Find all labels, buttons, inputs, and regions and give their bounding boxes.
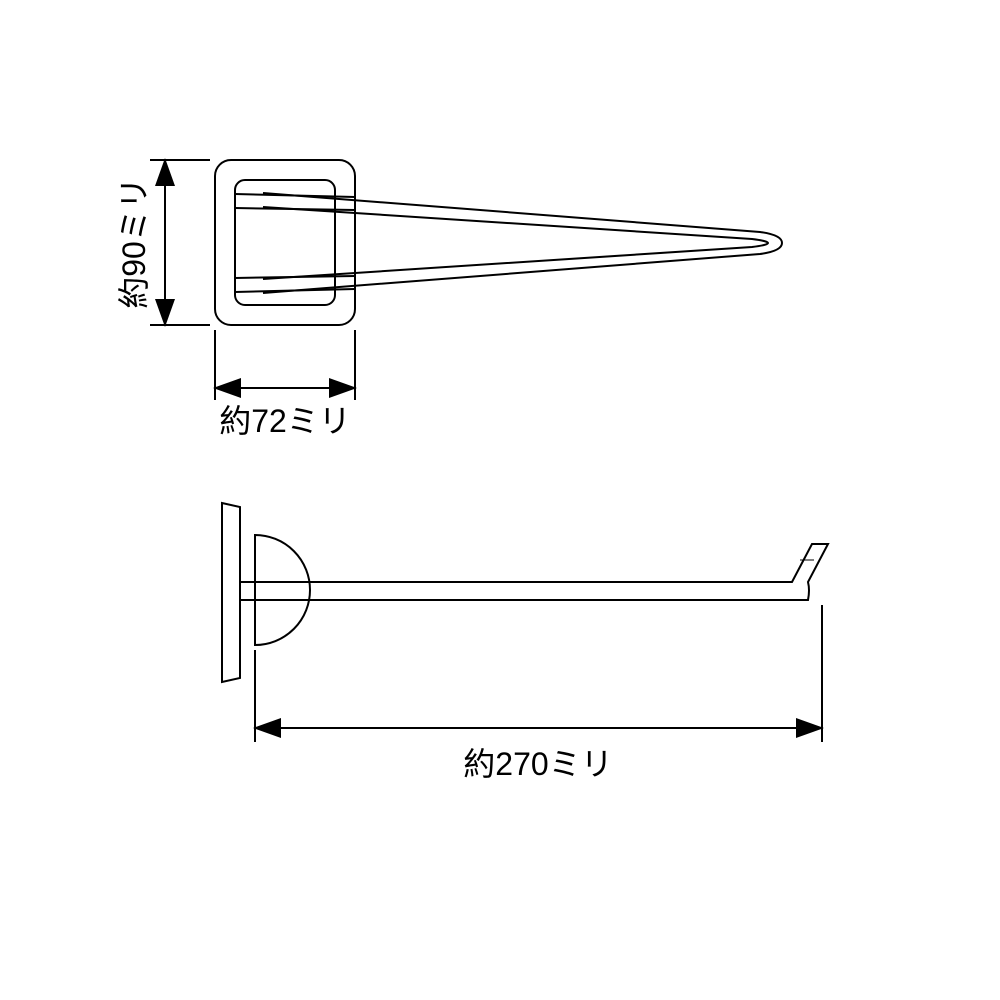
back-plate-side xyxy=(222,503,240,682)
dim-length: 約270ミリ xyxy=(255,605,822,782)
arm-side xyxy=(258,544,828,600)
dim-plate-width: 約72ミリ xyxy=(215,330,355,439)
dim-height: 約90ミリ xyxy=(116,160,210,325)
dim-length-label: 約270ミリ xyxy=(463,746,612,782)
dim-height-label: 約90ミリ xyxy=(116,177,152,309)
top-view xyxy=(215,160,782,325)
knob-side xyxy=(255,535,310,645)
wire-loop-top xyxy=(263,193,782,293)
dim-plate-width-label: 約72ミリ xyxy=(219,403,351,439)
side-view xyxy=(222,503,828,682)
technical-drawing: 約90ミリ 約72ミリ xyxy=(0,0,1000,1000)
